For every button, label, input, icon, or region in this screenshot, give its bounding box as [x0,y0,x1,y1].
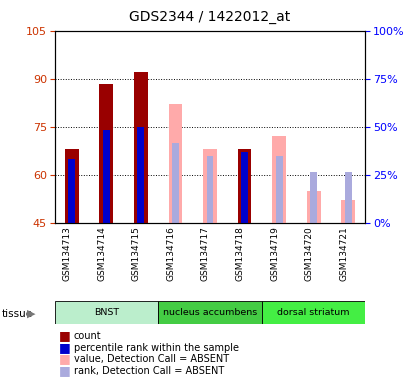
Text: GSM134720: GSM134720 [304,226,314,281]
Text: tissue: tissue [2,309,33,319]
Bar [307,191,320,223]
Text: nucleus accumbens: nucleus accumbens [163,308,257,318]
Text: GSM134716: GSM134716 [166,226,176,281]
Bar [103,130,110,223]
Bar [68,159,75,223]
Bar [203,149,217,223]
Text: GSM134714: GSM134714 [97,226,106,281]
Text: value, Detection Call = ABSENT: value, Detection Call = ABSENT [74,354,228,364]
Text: ■: ■ [59,353,71,366]
Bar [207,156,213,223]
Text: percentile rank within the sample: percentile rank within the sample [74,343,239,353]
Bar [262,301,365,324]
Bar [158,301,262,324]
Text: dorsal striatum: dorsal striatum [277,308,350,318]
Bar [172,143,179,223]
Text: GSM134713: GSM134713 [63,226,72,281]
Text: ■: ■ [59,341,71,354]
Text: rank, Detection Call = ABSENT: rank, Detection Call = ABSENT [74,366,224,376]
Bar [272,136,286,223]
Text: GDS2344 / 1422012_at: GDS2344 / 1422012_at [129,10,291,23]
Text: GSM134717: GSM134717 [201,226,210,281]
Bar [345,172,352,223]
Text: GSM134715: GSM134715 [132,226,141,281]
Bar [341,200,355,223]
Text: GSM134719: GSM134719 [270,226,279,281]
Text: GSM134718: GSM134718 [236,226,244,281]
Text: GSM134721: GSM134721 [339,226,348,281]
Bar [137,127,144,223]
Bar [238,149,252,223]
Bar [168,104,182,223]
Text: count: count [74,331,101,341]
Bar [100,84,113,223]
Text: ▶: ▶ [27,309,35,319]
Bar [55,301,158,324]
Bar [310,172,317,223]
Bar [241,152,248,223]
Bar [65,149,79,223]
Bar [276,156,283,223]
Bar [134,72,148,223]
Text: ■: ■ [59,364,71,377]
Text: BNST: BNST [94,308,119,318]
Text: ■: ■ [59,329,71,343]
